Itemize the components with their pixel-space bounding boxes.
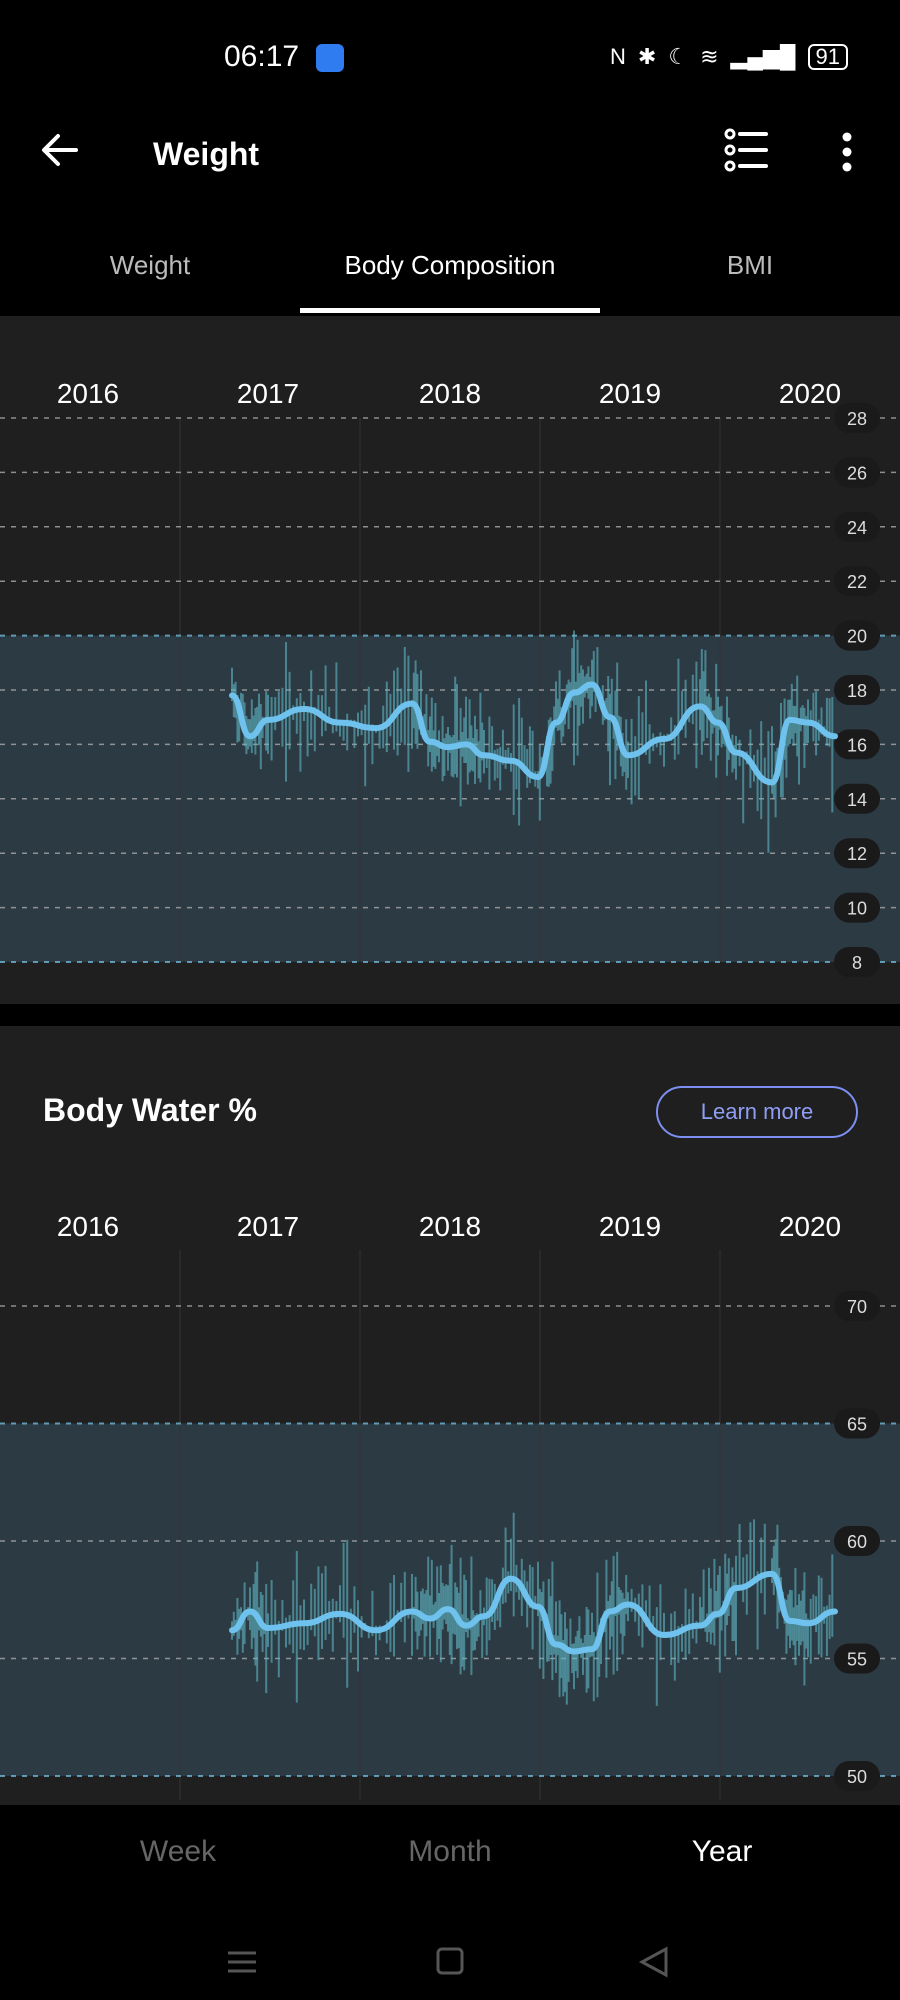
y-tick-label: 18: [847, 681, 867, 701]
home-icon[interactable]: [436, 1947, 464, 1975]
y-tick-label: 14: [847, 790, 867, 810]
list-icon[interactable]: [724, 128, 768, 172]
battery-indicator: 91: [807, 44, 848, 70]
status-icons: N ✱ ☾ ≋ ▂▄▆█ 91: [610, 44, 848, 70]
signal-icon: ▂▄▆█: [730, 44, 796, 69]
bottom-nav-week[interactable]: Week: [139, 1835, 217, 1868]
x-tick-label: 2016: [57, 1211, 119, 1242]
y-tick-pill: [834, 1761, 880, 1791]
y-tick-label: 28: [847, 409, 867, 429]
y-tick-label: 8: [852, 953, 862, 973]
bottom-nav-month[interactable]: Month: [408, 1835, 492, 1868]
y-tick-pill: [834, 511, 880, 542]
nfc-icon: N: [610, 44, 626, 69]
y-tick-label: 55: [847, 1650, 867, 1670]
learn-more-button[interactable]: Learn more: [656, 1086, 858, 1138]
y-tick-pill: [834, 729, 880, 760]
y-tick-pill: [834, 620, 880, 651]
tab-body-composition[interactable]: Body Composition: [344, 250, 556, 280]
wifi-icon: ≋: [700, 44, 719, 69]
y-tick-label: 20: [847, 627, 867, 647]
y-tick-pill: [834, 457, 880, 488]
x-tick-label: 2020: [779, 378, 841, 409]
moon-icon: ☾: [668, 44, 689, 69]
x-tick-label: 2016: [57, 378, 119, 409]
more-vert-icon[interactable]: [840, 132, 854, 172]
y-tick-pill: [834, 1408, 880, 1439]
x-tick-label: 2017: [237, 1211, 299, 1242]
y-tick-label: 22: [847, 572, 867, 592]
section-title: Body Water %: [43, 1092, 257, 1128]
y-tick-pill: [834, 403, 880, 433]
bottom-nav-year[interactable]: Year: [691, 1835, 753, 1868]
x-tick-label: 2019: [599, 378, 661, 409]
x-tick-label: 2018: [419, 378, 481, 409]
y-tick-pill: [834, 838, 880, 869]
y-tick-pill: [834, 1643, 880, 1674]
bluetooth-icon: ✱: [637, 44, 657, 69]
back-arrow-icon[interactable]: [40, 130, 80, 170]
y-tick-label: 10: [847, 899, 867, 919]
y-tick-label: 50: [847, 1767, 867, 1787]
back-icon[interactable]: [638, 1946, 668, 1978]
y-tick-label: 26: [847, 463, 867, 483]
x-tick-label: 2018: [419, 1211, 481, 1242]
y-tick-label: 16: [847, 735, 867, 755]
y-tick-pill: [834, 783, 880, 814]
tab-weight[interactable]: Weight: [109, 250, 191, 280]
y-tick-pill: [834, 566, 880, 597]
x-tick-label: 2020: [779, 1211, 841, 1242]
x-tick-label: 2017: [237, 378, 299, 409]
trend-line: [229, 1570, 838, 1655]
tab-bar: Weight Body Composition BMI: [0, 230, 900, 316]
y-tick-label: 65: [847, 1415, 867, 1435]
page-title: Weight: [153, 136, 260, 172]
status-bar: 06:17 N ✱ ☾ ≋ ▂▄▆█ 91: [0, 0, 900, 118]
y-tick-label: 12: [847, 844, 867, 864]
y-tick-pill: [834, 1526, 880, 1556]
y-tick-pill: [834, 947, 880, 977]
y-tick-label: 70: [847, 1297, 867, 1317]
tab-indicator: [300, 308, 600, 313]
x-tick-label: 2019: [599, 1211, 661, 1242]
bottom-nav: Week Month Year: [0, 1805, 900, 1905]
android-notification-icon: [316, 44, 344, 72]
trend-line: [229, 681, 838, 786]
y-tick-label: 24: [847, 518, 867, 538]
tab-bmi[interactable]: BMI: [726, 250, 774, 280]
y-tick-pill: [834, 892, 880, 923]
y-tick-label: 60: [847, 1532, 867, 1552]
status-time: 06:17: [224, 40, 300, 73]
y-tick-pill: [834, 675, 880, 705]
y-tick-pill: [834, 1291, 880, 1321]
menu-icon[interactable]: [228, 1951, 256, 1973]
system-nav-bar: [0, 1905, 900, 2000]
